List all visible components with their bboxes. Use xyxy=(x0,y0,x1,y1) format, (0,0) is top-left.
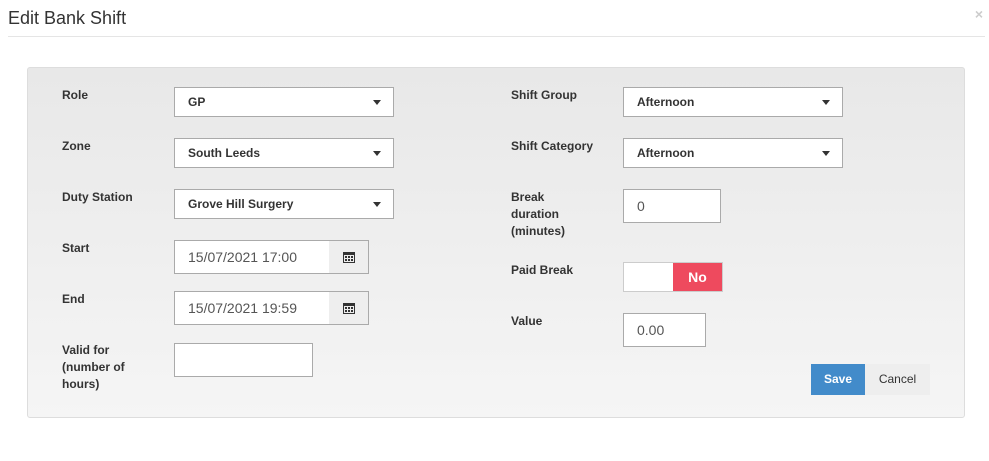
chevron-down-icon xyxy=(373,151,381,156)
zone-select[interactable]: South Leeds xyxy=(174,138,394,168)
modal-title: Edit Bank Shift xyxy=(8,8,127,28)
calendar-icon[interactable] xyxy=(329,240,369,274)
end-label: End xyxy=(62,292,85,306)
break-duration-label: Break duration (minutes) xyxy=(511,190,565,238)
start-input[interactable]: 15/07/2021 17:00 xyxy=(174,240,330,274)
role-value: GP xyxy=(188,95,206,109)
shift-category-label: Shift Category xyxy=(511,139,594,153)
shift-group-label: Shift Group xyxy=(511,88,577,102)
chevron-down-icon xyxy=(822,100,830,105)
paid-break-label: Paid Break xyxy=(511,263,574,277)
shift-group-value: Afternoon xyxy=(637,95,695,109)
cancel-button[interactable]: Cancel xyxy=(865,364,930,395)
close-icon[interactable]: × xyxy=(974,6,983,22)
duty-station-label: Duty Station xyxy=(62,190,133,204)
role-select[interactable]: GP xyxy=(174,87,394,117)
duty-station-value: Grove Hill Surgery xyxy=(188,197,294,211)
value-input[interactable]: 0.00 xyxy=(623,313,706,347)
chevron-down-icon xyxy=(373,202,381,207)
role-label: Role xyxy=(62,88,89,102)
start-label: Start xyxy=(62,241,90,255)
paid-break-toggle[interactable]: No xyxy=(623,262,723,292)
chevron-down-icon xyxy=(373,100,381,105)
zone-label: Zone xyxy=(62,139,91,153)
calendar-icon[interactable] xyxy=(329,291,369,325)
valid-for-input[interactable] xyxy=(174,343,313,377)
value-label: Value xyxy=(511,314,543,328)
toggle-no: No xyxy=(673,263,722,291)
valid-for-label: Valid for (number of hours) xyxy=(62,343,125,391)
zone-value: South Leeds xyxy=(188,146,261,160)
end-input[interactable]: 15/07/2021 19:59 xyxy=(174,291,330,325)
shift-category-value: Afternoon xyxy=(637,146,695,160)
break-duration-input[interactable]: 0 xyxy=(623,189,721,223)
divider xyxy=(8,36,985,37)
shift-group-select[interactable]: Afternoon xyxy=(623,87,843,117)
duty-station-select[interactable]: Grove Hill Surgery xyxy=(174,189,394,219)
shift-category-select[interactable]: Afternoon xyxy=(623,138,843,168)
chevron-down-icon xyxy=(822,151,830,156)
save-button[interactable]: Save xyxy=(811,364,865,395)
